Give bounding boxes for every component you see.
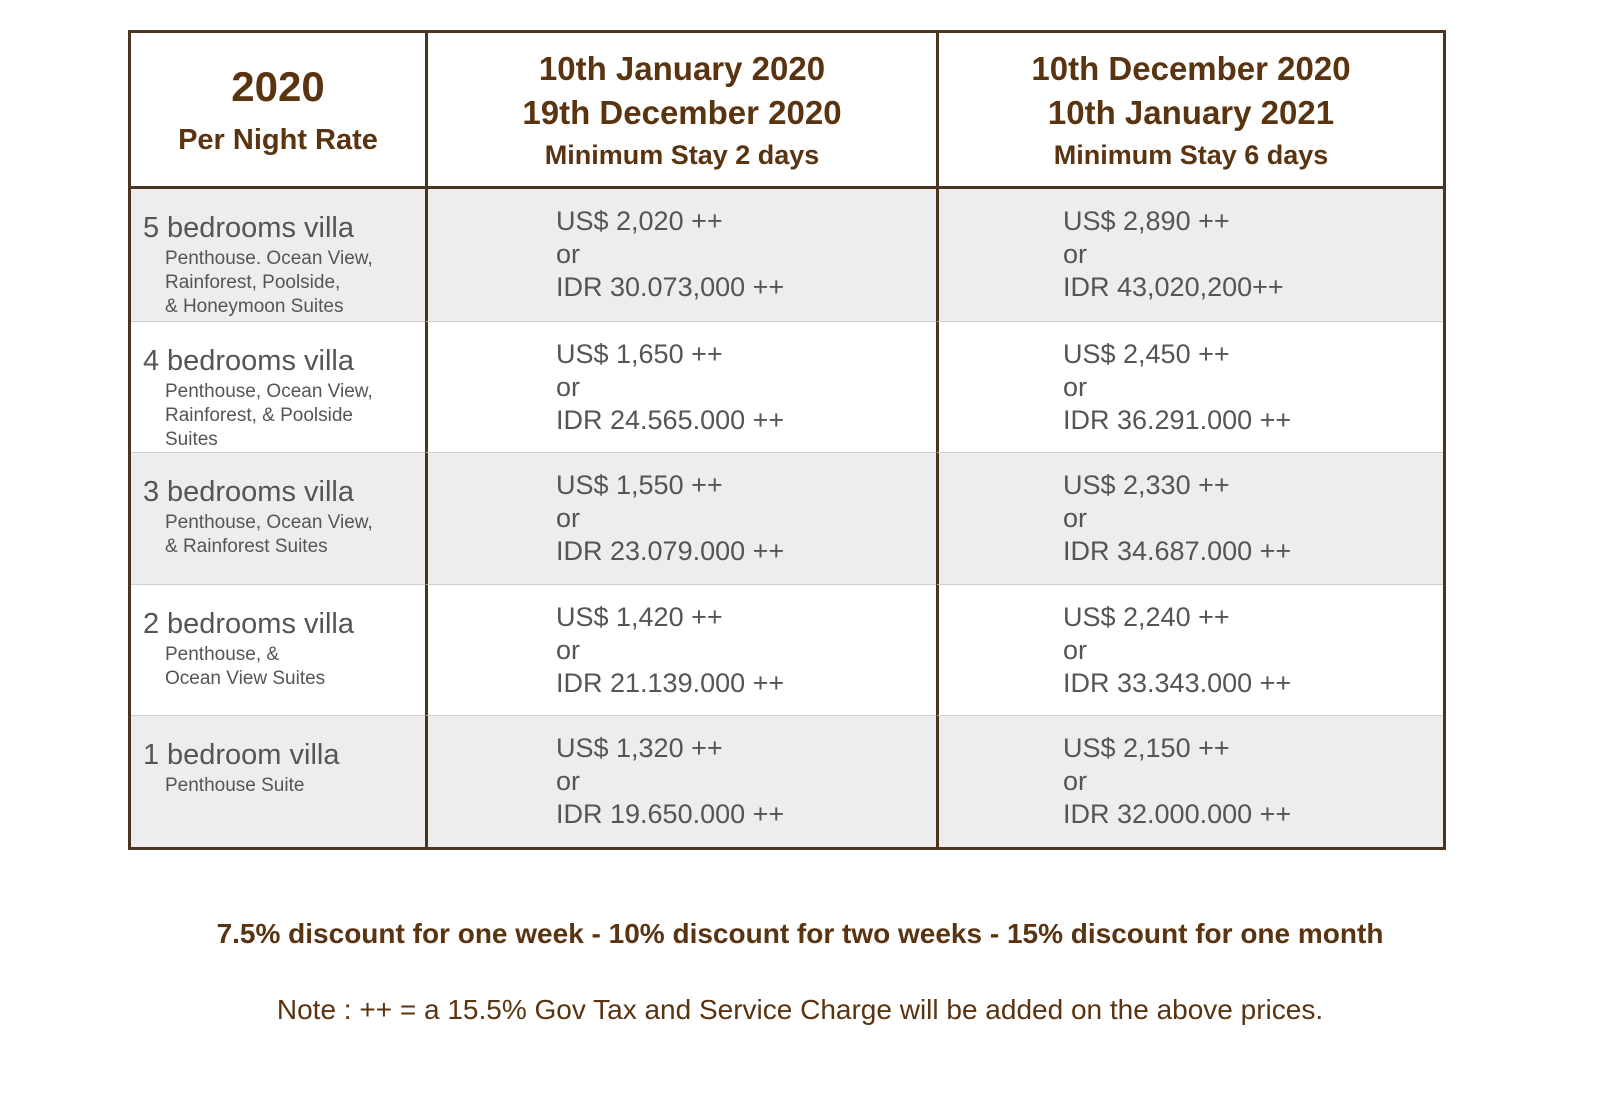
villa-type-cell: 4 bedrooms villa Penthouse, Ocean View, Ra…	[131, 320, 425, 453]
price-or: or	[1063, 371, 1088, 402]
villa-label: bedrooms villa	[167, 344, 354, 377]
price-usd: US$ 1,320 ++	[556, 733, 723, 764]
price-or: or	[556, 634, 581, 665]
season1-min-stay: Minimum Stay 2 days	[544, 139, 820, 170]
villa-name: 5 bedrooms villa	[143, 211, 425, 245]
villa-description: Penthouse. Ocean View, Rainforest, Pools…	[165, 248, 373, 317]
price-or: or	[1063, 503, 1088, 534]
price-usd: US$ 2,020 ++	[556, 206, 723, 236]
villa-label: bedrooms villa	[167, 607, 354, 640]
villa-type-cell: 3 bedrooms villa Penthouse, Ocean View, & …	[131, 452, 425, 584]
price-usd: US$ 2,450 ++	[1063, 338, 1230, 369]
season1-price-cell: US$ 1,650 ++ or IDR 24.565.000 ++	[425, 320, 936, 453]
villa-name: 2 bedrooms villa	[143, 607, 425, 641]
tax-note: Note : ++ = a 15.5% Gov Tax and Service …	[276, 994, 1324, 1025]
villa-bedroom-count: 1	[143, 739, 160, 772]
villa-type-cell: 1 bedroom villa Penthouse Suite	[131, 715, 425, 847]
rate-table: 2020 Per Night Rate 10th January 2020 19…	[128, 30, 1446, 850]
price-or: or	[556, 239, 581, 269]
header-rate-label: Per Night Rate	[178, 123, 378, 156]
price-usd: US$ 2,150 ++	[1063, 733, 1230, 764]
season2-date-to: 10th January 2021	[1047, 93, 1335, 131]
season1-date-to: 19th December 2020	[522, 93, 842, 131]
rate-grid: 2020 Per Night Rate 10th January 2020 19…	[131, 33, 1443, 847]
price-usd: US$ 1,650 ++	[556, 338, 723, 369]
price-idr: IDR 32.000.000 ++	[1063, 799, 1292, 830]
season2-min-stay: Minimum Stay 6 days	[1053, 139, 1329, 170]
season1-price-cell: US$ 1,320 ++ or IDR 19.650.000 ++	[425, 715, 936, 847]
season2-price-cell: US$ 2,330 ++ or IDR 34.687.000 ++	[936, 452, 1443, 584]
price-or: or	[1063, 634, 1088, 665]
price-usd: US$ 1,420 ++	[556, 601, 723, 632]
season2-date-from: 10th December 2020	[1031, 49, 1351, 87]
header-season2-cell: 10th December 2020 10th January 2021 Min…	[936, 33, 1443, 189]
villa-label: bedrooms villa	[167, 212, 354, 244]
villa-bedroom-count: 5	[143, 212, 160, 244]
villa-bedroom-count: 3	[143, 476, 160, 509]
villa-name: 1 bedroom villa	[143, 738, 425, 772]
villa-type-cell: 2 bedrooms villa Penthouse, & Ocean View S…	[131, 583, 425, 716]
price-usd: US$ 2,890 ++	[1063, 206, 1230, 236]
season2-price-cell: US$ 2,890 ++ or IDR 43,020,200++	[936, 189, 1443, 321]
season2-price-cell: US$ 2,150 ++ or IDR 32.000.000 ++	[936, 715, 1443, 847]
price-or: or	[556, 503, 581, 534]
villa-description: Penthouse, Ocean View, Rainforest, & Poo…	[165, 380, 373, 450]
villa-description: Penthouse Suite	[165, 775, 305, 797]
season1-price-cell: US$ 1,550 ++ or IDR 23.079.000 ++	[425, 452, 936, 584]
villa-bedroom-count: 4	[143, 344, 160, 377]
price-idr: IDR 33.343.000 ++	[1063, 667, 1292, 698]
price-idr: IDR 24.565.000 ++	[556, 404, 785, 435]
villa-name: 3 bedrooms villa	[143, 475, 425, 509]
header-year: 2020	[231, 62, 325, 110]
discount-text: 7.5% discount for one week - 10% discoun…	[216, 918, 1384, 949]
villa-bedroom-count: 2	[143, 607, 160, 640]
season2-price-cell: US$ 2,450 ++ or IDR 36.291.000 ++	[936, 320, 1443, 453]
villa-name: 4 bedrooms villa	[143, 344, 425, 378]
price-idr: IDR 43,020,200++	[1063, 272, 1284, 302]
price-or: or	[1063, 766, 1088, 797]
season1-price-cell: US$ 2,020 ++ or IDR 30.073,000 ++	[425, 189, 936, 321]
price-usd: US$ 2,240 ++	[1063, 601, 1230, 632]
price-usd: US$ 2,330 ++	[1063, 470, 1230, 501]
villa-type-cell: 5 bedrooms villa Penthouse. Ocean View, Ra…	[131, 189, 425, 321]
villa-label: bedroom villa	[167, 739, 340, 772]
villa-label: bedrooms villa	[167, 476, 354, 509]
price-idr: IDR 19.650.000 ++	[556, 799, 785, 830]
price-or: or	[556, 371, 581, 402]
header-year-cell: 2020 Per Night Rate	[131, 33, 425, 189]
price-idr: IDR 23.079.000 ++	[556, 536, 785, 567]
price-idr: IDR 36.291.000 ++	[1063, 404, 1292, 435]
price-idr: IDR 30.073,000 ++	[556, 272, 785, 302]
villa-description: Penthouse, Ocean View, & Rainforest Suit…	[165, 512, 373, 558]
villa-description: Penthouse, & Ocean View Suites	[165, 643, 326, 689]
header-season1-cell: 10th January 2020 19th December 2020 Min…	[425, 33, 936, 189]
season2-price-cell: US$ 2,240 ++ or IDR 33.343.000 ++	[936, 583, 1443, 716]
price-idr: IDR 34.687.000 ++	[1063, 536, 1292, 567]
price-idr: IDR 21.139.000 ++	[556, 667, 785, 698]
season1-date-from: 10th January 2020	[538, 49, 826, 87]
season1-price-cell: US$ 1,420 ++ or IDR 21.139.000 ++	[425, 583, 936, 716]
price-usd: US$ 1,550 ++	[556, 470, 723, 501]
price-or: or	[1063, 239, 1088, 269]
price-or: or	[556, 766, 581, 797]
